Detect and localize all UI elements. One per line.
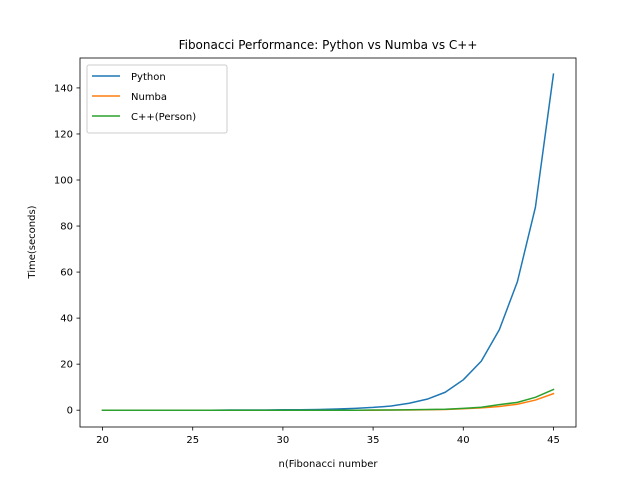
y-tick-label: 0 (67, 406, 73, 417)
legend-label: Python (131, 72, 166, 83)
y-tick-label: 20 (60, 360, 73, 371)
x-tick-label: 45 (547, 435, 560, 446)
x-axis-label: n(Fibonacci number (279, 459, 379, 470)
y-tick-label: 100 (54, 176, 73, 187)
series-layer (101, 73, 555, 411)
legend-label: Numba (131, 92, 167, 103)
chart-title: Fibonacci Performance: Python vs Numba v… (179, 38, 478, 52)
y-tick-label: 80 (60, 222, 73, 233)
x-tick-label: 30 (277, 435, 290, 446)
legend-label: C++(Person) (131, 112, 196, 123)
x-tick-label: 35 (367, 435, 380, 446)
legend-box (86, 64, 228, 134)
y-tick-label: 40 (60, 314, 73, 325)
axes-layer (79, 57, 577, 428)
axes-frame (79, 57, 577, 428)
legend: Python Numba C++(Person) (86, 64, 228, 134)
x-tick-label: 20 (96, 435, 109, 446)
y-tick-label: 140 (54, 83, 73, 94)
series-line-c-person (101, 388, 555, 411)
x-tick-label: 25 (186, 435, 199, 446)
y-tick-label: 120 (54, 129, 73, 140)
ticks-layer: 20 25 30 35 40 45 0 20 40 60 80 100 120 140 (54, 83, 560, 446)
y-tick-label: 60 (60, 268, 73, 279)
x-tick-label: 40 (457, 435, 470, 446)
y-axis-label: Time(seconds) (27, 205, 38, 279)
